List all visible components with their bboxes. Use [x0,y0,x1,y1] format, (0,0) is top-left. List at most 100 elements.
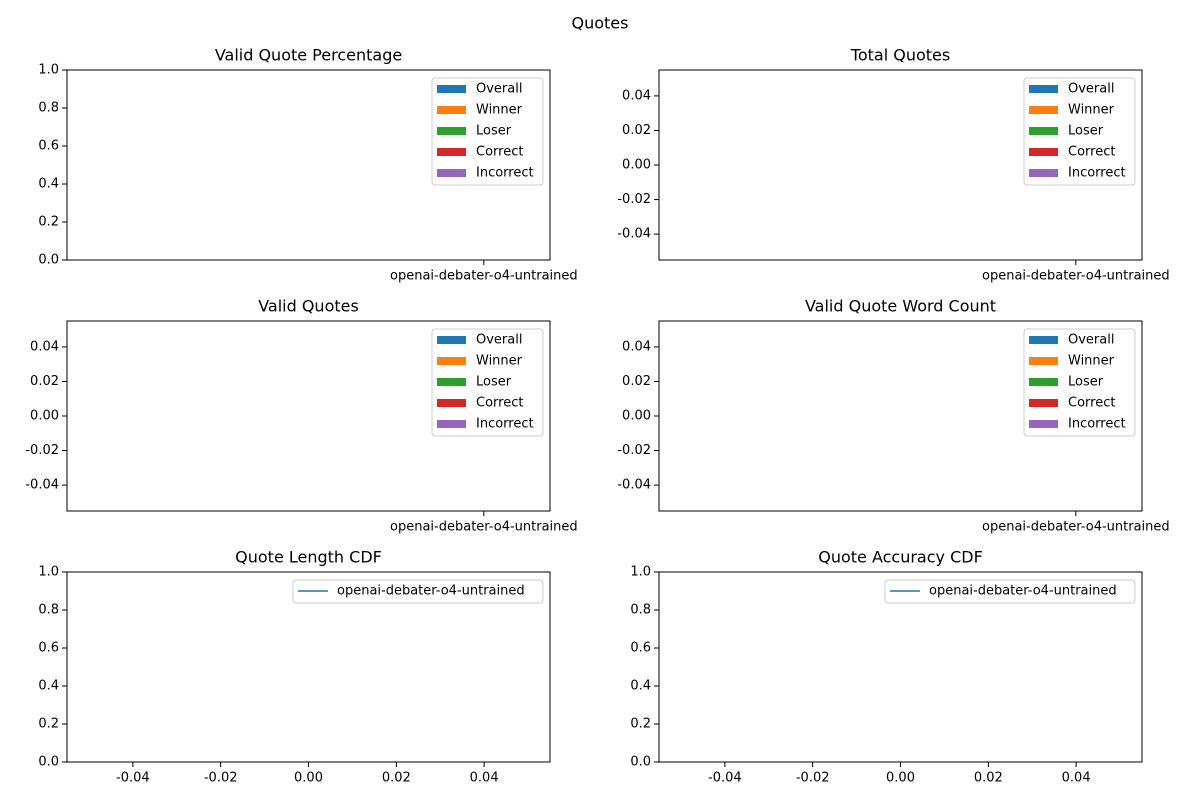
axes-frame [658,69,1143,261]
y-tick-label: -0.04 [617,478,651,493]
y-tick-label: 0.00 [30,409,59,424]
subplot-title: Total Quotes [850,46,950,65]
legend-box [292,579,544,604]
legend-label: Correct [476,396,523,411]
legend-swatch [437,357,466,365]
legend-label: Overall [1068,82,1114,97]
legend-label: Winner [476,103,523,118]
figure-title: Quotes [572,14,629,33]
legend-swatch [437,148,466,156]
legend-box [884,579,1136,604]
x-tick-label: 0.00 [886,771,915,786]
x-tick-label: 0.04 [1062,771,1091,786]
x-tick-label: 0.02 [974,771,1003,786]
y-tick-label: 0.02 [622,374,651,389]
y-tick-label: 0.02 [622,123,651,138]
legend-label: Winner [1068,354,1115,369]
subplot-title: Quote Accuracy CDF [818,548,983,567]
y-tick-label: 0.2 [38,717,59,732]
y-tick-label: 1.0 [630,565,651,580]
y-tick-label: 1.0 [38,565,59,580]
legend-swatch [437,378,466,386]
legend-swatch [437,336,466,344]
legend-swatch [437,169,466,177]
legend-box [431,77,544,186]
legend-label: Loser [1068,375,1104,390]
y-tick-label: 0.04 [622,339,651,354]
legend-swatch [1029,85,1058,93]
y-tick-label: 0.2 [38,215,59,230]
legend-swatch [437,85,466,93]
y-tick-label: -0.04 [617,227,651,242]
axes-frame [658,571,1143,763]
y-tick-label: -0.02 [617,192,651,207]
legend-box [1023,328,1136,437]
legend-label: Winner [1068,103,1115,118]
legend-label: Correct [1068,145,1115,160]
legend-swatch [1029,336,1058,344]
legend-label: Loser [476,124,512,139]
legend-swatch [1029,378,1058,386]
axes-frame [658,320,1143,512]
y-tick-label: 0.6 [38,641,59,656]
x-tick-label: openai-debater-o4-untrained [390,269,578,284]
legend-swatch [437,106,466,114]
y-tick-label: 0.04 [622,88,651,103]
legend-label: Overall [476,82,522,97]
y-tick-label: 0.04 [30,339,59,354]
y-tick-label: 0.6 [38,139,59,154]
legend-label: Incorrect [476,166,534,181]
x-tick-label: -0.04 [116,771,150,786]
legend-swatch [1029,399,1058,407]
legend-swatch [437,420,466,428]
y-tick-label: -0.02 [617,443,651,458]
x-tick-label: -0.04 [708,771,742,786]
y-tick-label: 0.8 [38,101,59,116]
y-tick-label: 0.0 [38,253,59,268]
x-tick-label: openai-debater-o4-untrained [982,520,1170,535]
legend-label: Loser [476,375,512,390]
y-tick-label: 0.4 [38,679,59,694]
y-tick-label: 0.0 [38,755,59,770]
legend-swatch [1029,357,1058,365]
legend-swatch [1029,420,1058,428]
y-tick-label: 0.2 [630,717,651,732]
legend-swatch [1029,169,1058,177]
y-tick-label: 0.00 [622,158,651,173]
subplot-title: Valid Quotes [258,297,359,316]
y-tick-label: -0.04 [25,478,59,493]
x-tick-label: 0.00 [294,771,323,786]
y-tick-label: 0.00 [622,409,651,424]
subplot-title: Valid Quote Word Count [805,297,996,316]
x-tick-label: -0.02 [796,771,830,786]
x-tick-label: 0.02 [382,771,411,786]
x-tick-label: -0.02 [204,771,238,786]
legend-label: Loser [1068,124,1104,139]
x-tick-label: openai-debater-o4-untrained [982,269,1170,284]
legend-label: openai-debater-o4-untrained [929,584,1117,599]
legend-box [431,328,544,437]
legend-swatch [1029,148,1058,156]
x-tick-label: 0.04 [470,771,499,786]
legend-label: Correct [1068,396,1115,411]
legend-swatch [1029,106,1058,114]
y-tick-label: 0.8 [38,603,59,618]
subplot-title: Quote Length CDF [235,548,382,567]
legend-label: Overall [476,333,522,348]
axes-frame [66,69,551,261]
y-tick-label: -0.02 [25,443,59,458]
y-tick-label: 0.8 [630,603,651,618]
legend-label: Winner [476,354,523,369]
y-tick-label: 0.0 [630,755,651,770]
axes-frame [66,320,551,512]
legend-box [1023,77,1136,186]
y-tick-label: 0.4 [630,679,651,694]
legend-swatch [1029,127,1058,135]
legend-label: Overall [1068,333,1114,348]
axes-frame [66,571,551,763]
legend-label: Incorrect [1068,417,1126,432]
y-tick-label: 1.0 [38,63,59,78]
legend-swatch [437,399,466,407]
